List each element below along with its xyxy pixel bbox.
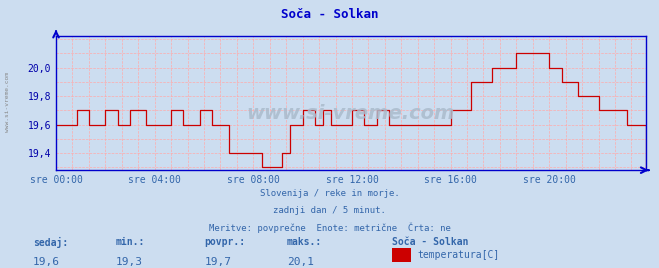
Text: min.:: min.: [115, 237, 145, 247]
Text: Meritve: povprečne  Enote: metrične  Črta: ne: Meritve: povprečne Enote: metrične Črta:… [208, 223, 451, 233]
Text: www.si-vreme.com: www.si-vreme.com [246, 105, 455, 123]
Text: 20,1: 20,1 [287, 257, 314, 267]
Text: povpr.:: povpr.: [204, 237, 245, 247]
Text: Soča - Solkan: Soča - Solkan [281, 8, 378, 21]
Text: sedaj:: sedaj: [33, 237, 68, 248]
Text: temperatura[C]: temperatura[C] [417, 250, 500, 260]
Text: Soča - Solkan: Soča - Solkan [392, 237, 469, 247]
Text: zadnji dan / 5 minut.: zadnji dan / 5 minut. [273, 206, 386, 215]
Text: 19,3: 19,3 [115, 257, 142, 267]
Text: 19,7: 19,7 [204, 257, 231, 267]
Text: Slovenija / reke in morje.: Slovenija / reke in morje. [260, 189, 399, 198]
Text: maks.:: maks.: [287, 237, 322, 247]
Text: 19,6: 19,6 [33, 257, 60, 267]
Text: www.si-vreme.com: www.si-vreme.com [5, 72, 11, 132]
